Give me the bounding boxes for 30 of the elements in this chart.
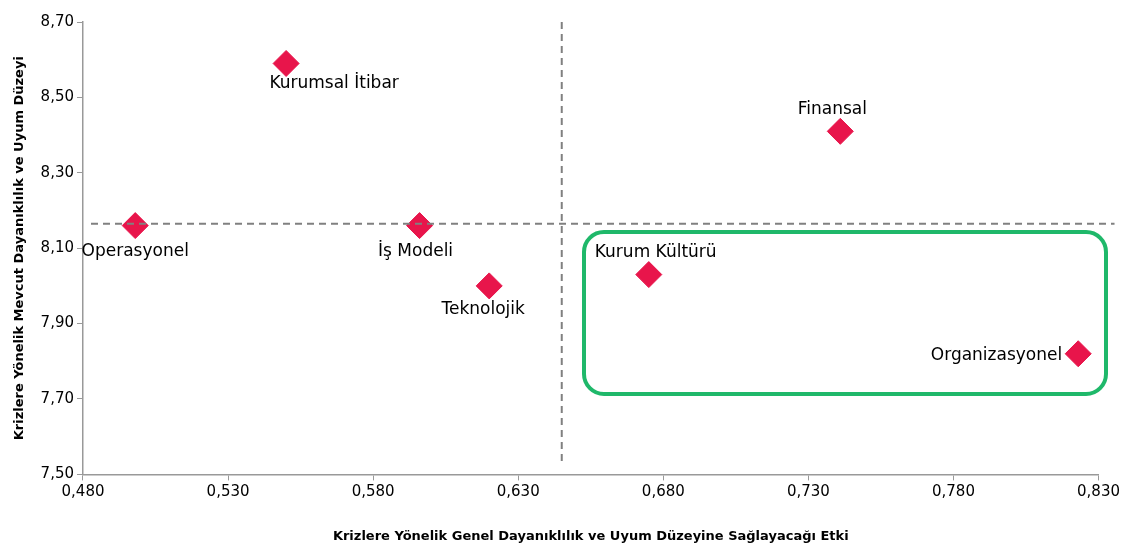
point	[121, 212, 149, 240]
y-tick-label: 7,90	[40, 313, 74, 332]
annotation: Operasyonel	[81, 240, 189, 260]
x-axis-title: Krizlere Yönelik Genel Dayanıklılık ve Uyum Düzeyine Sağlayacağı Etki	[332, 527, 849, 543]
annotation: İş Modeli	[378, 240, 454, 260]
point	[826, 117, 854, 145]
x-tick-label: 0,580	[351, 482, 395, 501]
annotation: Teknolojik	[440, 298, 526, 319]
y-tick-label: 7,50	[40, 464, 74, 483]
x-tick-label: 0,480	[61, 482, 105, 501]
point	[1064, 340, 1092, 368]
y-tick-label: 7,70	[40, 388, 74, 407]
y-tick-label: 8,10	[40, 238, 74, 257]
annotation: Organizasyonel	[930, 344, 1063, 365]
annotation: Kurum Kültürü	[594, 241, 717, 262]
x-tick-label: 0,680	[641, 482, 685, 501]
y-tick-label: 8,50	[40, 87, 74, 106]
x-tick-label: 0,630	[496, 482, 540, 501]
point	[475, 272, 503, 300]
y-tick-label: 8,70	[40, 11, 74, 30]
point	[635, 261, 663, 289]
x-tick-label: 0,830	[1077, 482, 1121, 501]
y-axis-title: Krizlere Yönelik Mevcut Dayanıklılık ve Uyum Düzeyi	[11, 56, 27, 441]
annotation: Finansal	[797, 97, 867, 118]
x-tick-label: 0,780	[931, 482, 975, 501]
x-tick-label: 0,730	[786, 482, 830, 501]
annotation: Kurumsal İtibar	[269, 71, 399, 92]
point	[406, 212, 434, 240]
x-tick-label: 0,530	[206, 482, 250, 501]
y-tick-label: 8,30	[40, 162, 74, 181]
